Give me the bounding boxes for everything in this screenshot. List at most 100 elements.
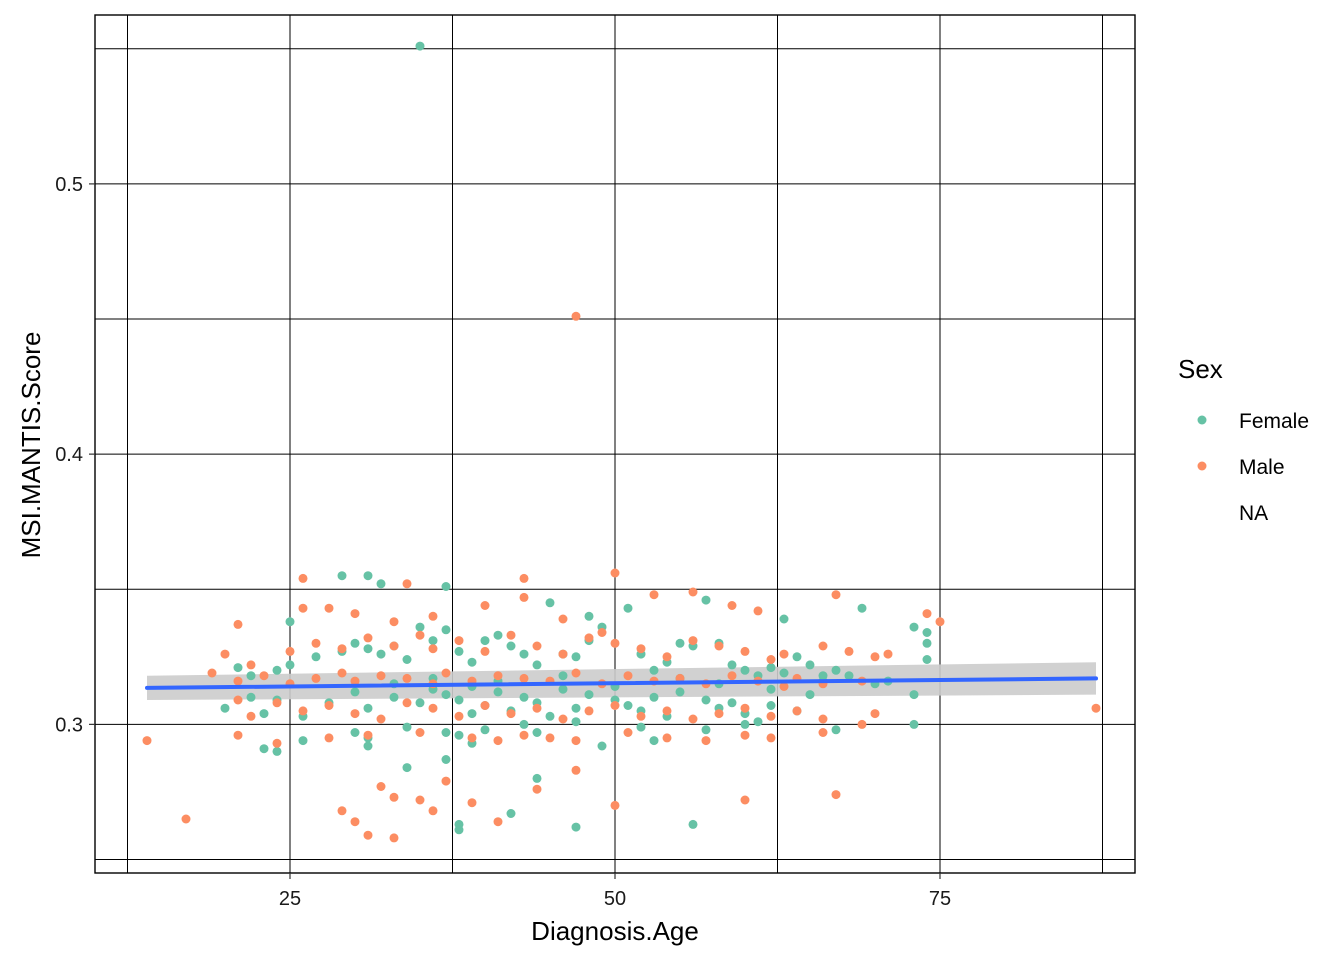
male-point bbox=[259, 671, 269, 681]
female-point bbox=[389, 692, 399, 702]
female-point bbox=[259, 744, 269, 754]
female-point bbox=[363, 741, 373, 751]
legend-label-na: NA bbox=[1239, 502, 1268, 525]
male-point bbox=[285, 646, 295, 656]
trend-line-group bbox=[145, 676, 1098, 690]
male-point bbox=[311, 673, 321, 683]
female-point bbox=[467, 709, 477, 719]
female-point bbox=[506, 641, 516, 651]
female-point bbox=[350, 638, 360, 648]
male-point bbox=[337, 644, 347, 654]
male-point bbox=[454, 636, 464, 646]
male-point bbox=[389, 617, 399, 627]
legend-title: Sex bbox=[1178, 354, 1223, 384]
female-point bbox=[623, 603, 633, 613]
male-point bbox=[610, 568, 620, 578]
male-point bbox=[922, 609, 932, 619]
female-point bbox=[805, 660, 815, 670]
male-point bbox=[298, 573, 308, 583]
male-point bbox=[467, 798, 477, 808]
legend-key-female bbox=[1197, 415, 1207, 425]
male-point bbox=[376, 714, 386, 724]
female-point bbox=[571, 652, 581, 662]
female-point bbox=[441, 625, 451, 635]
male-point bbox=[688, 587, 698, 597]
female-point bbox=[675, 638, 685, 648]
female-point bbox=[545, 598, 555, 608]
female-point bbox=[701, 725, 711, 735]
female-point bbox=[701, 695, 711, 705]
female-point bbox=[454, 646, 464, 656]
male-point bbox=[233, 695, 243, 705]
female-point bbox=[363, 644, 373, 654]
female-point bbox=[441, 755, 451, 764]
male-point bbox=[779, 682, 789, 691]
y-axis-title: MSI.MANTIS.Score bbox=[16, 332, 46, 559]
female-point bbox=[246, 671, 256, 681]
male-point bbox=[831, 790, 841, 800]
male-point bbox=[480, 646, 490, 656]
male-point bbox=[571, 736, 581, 746]
female-point bbox=[285, 617, 295, 627]
male-point bbox=[584, 633, 594, 643]
male-point bbox=[571, 311, 581, 321]
male-point bbox=[337, 668, 347, 678]
male-point bbox=[324, 733, 334, 743]
male-point bbox=[272, 698, 282, 708]
female-point bbox=[363, 703, 373, 713]
male-point bbox=[467, 733, 477, 743]
female-point bbox=[922, 628, 932, 637]
male-point bbox=[233, 730, 243, 740]
female-point bbox=[259, 709, 269, 719]
female-point bbox=[337, 571, 347, 581]
male-point bbox=[493, 817, 503, 827]
female-point bbox=[285, 660, 295, 670]
male-point bbox=[792, 706, 802, 716]
male-point bbox=[636, 711, 646, 721]
female-point bbox=[623, 701, 633, 710]
female-point bbox=[571, 822, 581, 832]
male-point bbox=[766, 655, 776, 664]
female-point bbox=[701, 595, 711, 605]
female-point bbox=[909, 690, 919, 700]
female-point bbox=[922, 655, 932, 664]
male-point bbox=[350, 676, 360, 686]
male-point bbox=[233, 676, 243, 686]
female-point bbox=[909, 622, 919, 632]
female-point bbox=[766, 663, 776, 673]
male-point bbox=[662, 706, 672, 716]
male-point bbox=[337, 806, 347, 816]
female-point bbox=[805, 690, 815, 700]
male-point bbox=[233, 619, 243, 629]
female-point bbox=[428, 636, 438, 646]
male-point bbox=[376, 671, 386, 681]
female-point bbox=[597, 741, 607, 751]
male-point bbox=[727, 671, 737, 681]
male-point bbox=[506, 709, 516, 719]
female-point bbox=[480, 636, 490, 646]
male-point bbox=[519, 573, 529, 583]
male-point bbox=[883, 649, 893, 659]
female-point bbox=[909, 719, 919, 729]
female-point bbox=[779, 668, 789, 678]
female-point bbox=[649, 665, 659, 675]
male-point bbox=[870, 652, 880, 662]
female-point bbox=[740, 719, 750, 729]
male-point bbox=[272, 738, 282, 748]
male-point bbox=[428, 611, 438, 621]
male-point bbox=[298, 706, 308, 716]
female-point bbox=[766, 701, 776, 710]
female-point bbox=[454, 730, 464, 740]
female-point bbox=[350, 687, 360, 697]
male-point bbox=[415, 795, 425, 805]
male-point bbox=[545, 733, 555, 743]
male-point bbox=[363, 830, 373, 840]
male-point bbox=[532, 641, 542, 651]
male-point bbox=[818, 641, 828, 651]
male-point bbox=[181, 814, 191, 824]
female-point bbox=[441, 582, 451, 591]
male-point bbox=[831, 590, 841, 600]
female-point bbox=[675, 687, 685, 697]
male-point bbox=[324, 701, 334, 710]
male-point bbox=[363, 633, 373, 643]
